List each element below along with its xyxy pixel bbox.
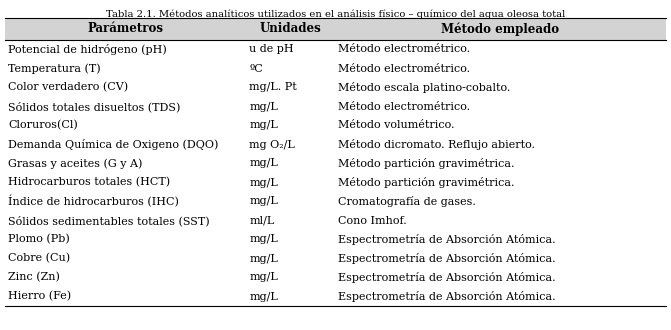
Text: Método volumétrico.: Método volumétrico.	[338, 120, 454, 130]
Text: Sólidos sedimentables totales (SST): Sólidos sedimentables totales (SST)	[8, 215, 209, 226]
Text: mg/L: mg/L	[250, 253, 278, 263]
Text: Cromatografía de gases.: Cromatografía de gases.	[338, 196, 476, 207]
Text: Método dicromato. Reflujo abierto.: Método dicromato. Reflujo abierto.	[338, 139, 535, 150]
Text: mg/L: mg/L	[250, 196, 278, 207]
Text: Cono Imhof.: Cono Imhof.	[338, 215, 407, 225]
Text: Cloruros(Cl): Cloruros(Cl)	[8, 120, 78, 131]
Text: mg/L: mg/L	[250, 291, 278, 302]
Text: Método electrométrico.: Método electrométrico.	[338, 45, 470, 54]
Text: Tabla 2.1. Métodos analíticos utilizados en el análisis físico – químico del agu: Tabla 2.1. Métodos analíticos utilizados…	[106, 9, 565, 19]
Text: Parámetros: Parámetros	[88, 22, 164, 36]
Text: Unidades: Unidades	[260, 22, 321, 36]
Text: Grasas y aceites (G y A): Grasas y aceites (G y A)	[8, 158, 142, 169]
Text: Espectrometría de Absorción Atómica.: Espectrometría de Absorción Atómica.	[338, 253, 556, 264]
Text: Plomo (Pb): Plomo (Pb)	[8, 234, 70, 245]
Text: Zinc (Zn): Zinc (Zn)	[8, 272, 60, 283]
Text: mg/L: mg/L	[250, 120, 278, 130]
Text: ml/L: ml/L	[250, 215, 274, 225]
Text: Método empleado: Método empleado	[442, 22, 560, 36]
Text: mg/L: mg/L	[250, 273, 278, 282]
Text: Potencial de hidrógeno (pH): Potencial de hidrógeno (pH)	[8, 44, 167, 55]
Text: Demanda Química de Oxigeno (DQO): Demanda Química de Oxigeno (DQO)	[8, 139, 218, 150]
Text: mg/L. Pt: mg/L. Pt	[250, 82, 297, 92]
Text: Sólidos totales disueltos (TDS): Sólidos totales disueltos (TDS)	[8, 101, 180, 112]
Text: Método electrométrico.: Método electrométrico.	[338, 63, 470, 74]
Text: ºC: ºC	[250, 63, 263, 74]
Text: Índice de hidrocarburos (IHC): Índice de hidrocarburos (IHC)	[8, 195, 179, 208]
Text: mg O₂/L: mg O₂/L	[250, 140, 295, 149]
Text: Método escala platino-cobalto.: Método escala platino-cobalto.	[338, 82, 511, 93]
Text: Color verdadero (CV): Color verdadero (CV)	[8, 82, 128, 93]
Text: mg/L: mg/L	[250, 158, 278, 169]
Text: Método electrométrico.: Método electrométrico.	[338, 102, 470, 112]
Bar	[5, 18, 666, 40]
Text: Método partición gravimétrica.: Método partición gravimétrica.	[338, 158, 515, 169]
Text: Método partición gravimétrica.: Método partición gravimétrica.	[338, 177, 515, 188]
Text: mg/L: mg/L	[250, 235, 278, 245]
Text: Cobre (Cu): Cobre (Cu)	[8, 253, 70, 264]
Text: Temperatura (T): Temperatura (T)	[8, 63, 101, 74]
Text: Hierro (Fe): Hierro (Fe)	[8, 291, 71, 302]
Text: mg/L: mg/L	[250, 102, 278, 112]
Text: Espectrometría de Absorción Atómica.: Espectrometría de Absorción Atómica.	[338, 234, 556, 245]
Text: Espectrometría de Absorción Atómica.: Espectrometría de Absorción Atómica.	[338, 291, 556, 302]
Text: Espectrometría de Absorción Atómica.: Espectrometría de Absorción Atómica.	[338, 272, 556, 283]
Text: u de pH: u de pH	[250, 45, 294, 54]
Text: mg/L: mg/L	[250, 178, 278, 187]
Text: Hidrocarburos totales (HCT): Hidrocarburos totales (HCT)	[8, 177, 170, 188]
